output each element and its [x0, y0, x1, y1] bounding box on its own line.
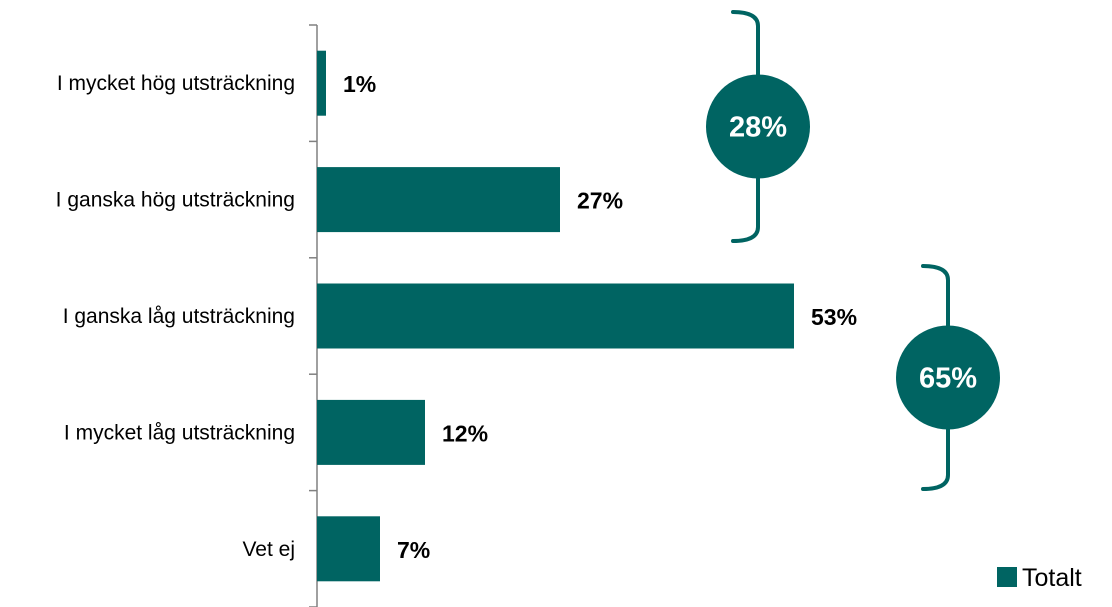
- data-label: 1%: [343, 71, 376, 97]
- data-label: 53%: [811, 304, 857, 330]
- category-label: Vet ej: [242, 538, 295, 561]
- category-label: I ganska hög utsträckning: [56, 189, 295, 212]
- summary-label: 28%: [729, 112, 787, 144]
- bar: [317, 167, 560, 233]
- bar: [317, 283, 794, 349]
- bar: [317, 516, 380, 582]
- category-label: I mycket hög utsträckning: [57, 72, 295, 95]
- data-label: 12%: [442, 420, 488, 446]
- summary-label: 65%: [919, 363, 977, 395]
- legend-label: Totalt: [1022, 564, 1082, 592]
- category-label: I mycket låg utsträckning: [64, 421, 295, 444]
- data-label: 7%: [397, 537, 430, 563]
- legend-swatch: [997, 567, 1017, 587]
- category-label: I ganska låg utsträckning: [63, 305, 295, 328]
- bar: [317, 399, 425, 465]
- data-label: 27%: [577, 188, 623, 214]
- bar: [317, 50, 326, 116]
- summary-circle: [896, 325, 1000, 430]
- summary-circle: [706, 74, 810, 179]
